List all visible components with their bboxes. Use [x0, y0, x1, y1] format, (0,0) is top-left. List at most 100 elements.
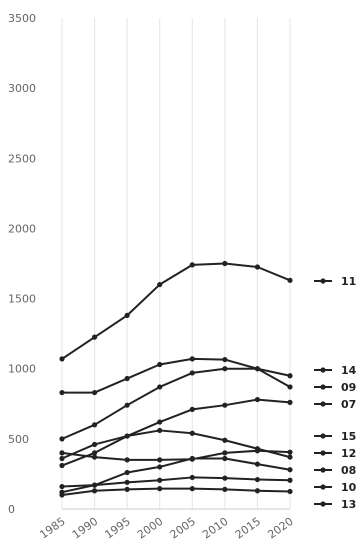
data-point[interactable]: [222, 475, 228, 481]
data-point[interactable]: [124, 479, 130, 485]
data-point[interactable]: [222, 450, 228, 456]
data-point[interactable]: [287, 277, 293, 283]
data-point[interactable]: [222, 437, 228, 443]
data-point[interactable]: [157, 457, 163, 463]
data-point[interactable]: [287, 373, 293, 379]
data-point[interactable]: [91, 454, 98, 460]
data-point[interactable]: [254, 488, 261, 494]
data-point[interactable]: [287, 488, 293, 495]
y-tick-label: 1500: [8, 293, 36, 306]
data-point[interactable]: [222, 356, 228, 363]
data-point[interactable]: [189, 474, 195, 481]
legend-item-12[interactable]: 12: [314, 447, 356, 460]
legend-item-11[interactable]: 11: [314, 275, 356, 288]
legend-item-10[interactable]: 10: [314, 481, 357, 494]
series-line: [61, 476, 291, 488]
grid-lines: [61, 18, 291, 510]
data-point[interactable]: [91, 334, 98, 340]
data-point[interactable]: [124, 402, 130, 408]
data-point[interactable]: [222, 402, 228, 408]
data-point[interactable]: [59, 356, 65, 362]
data-point[interactable]: [59, 455, 65, 462]
data-point[interactable]: [124, 486, 130, 492]
series-07: [59, 396, 293, 469]
legend-item-08[interactable]: 08: [314, 464, 356, 477]
legend-marker: [320, 467, 326, 473]
data-point[interactable]: [254, 448, 261, 454]
data-point[interactable]: [91, 441, 98, 448]
legend-item-15[interactable]: 15: [314, 430, 356, 443]
data-point[interactable]: [287, 477, 293, 483]
data-point[interactable]: [124, 469, 130, 476]
legend-label: 15: [341, 430, 356, 443]
legend-marker: [320, 484, 326, 490]
data-point[interactable]: [287, 399, 293, 405]
data-point[interactable]: [157, 361, 163, 368]
series-line: [61, 457, 291, 494]
data-point[interactable]: [59, 492, 65, 498]
data-point[interactable]: [222, 260, 228, 267]
data-point[interactable]: [124, 433, 130, 439]
data-point[interactable]: [59, 436, 65, 442]
data-point[interactable]: [287, 449, 293, 455]
data-point[interactable]: [124, 312, 130, 319]
data-point[interactable]: [254, 396, 261, 403]
data-point[interactable]: [157, 427, 163, 434]
x-tick-label: 2000: [135, 515, 165, 542]
data-point[interactable]: [222, 455, 228, 462]
data-point[interactable]: [91, 482, 98, 488]
legend-item-07[interactable]: 07: [314, 398, 356, 411]
data-point[interactable]: [157, 464, 163, 470]
data-point[interactable]: [59, 389, 65, 396]
data-point[interactable]: [189, 430, 195, 436]
data-point[interactable]: [157, 384, 163, 390]
data-point[interactable]: [189, 356, 195, 362]
series-lines: [59, 260, 293, 498]
data-point[interactable]: [287, 384, 293, 390]
legend-marker: [320, 450, 326, 456]
legend-item-14[interactable]: 14: [314, 364, 357, 377]
series-09: [59, 366, 293, 442]
data-point[interactable]: [91, 488, 98, 494]
data-point[interactable]: [124, 375, 130, 382]
data-point[interactable]: [59, 450, 65, 456]
series-line: [61, 449, 291, 461]
data-point[interactable]: [59, 462, 65, 469]
data-point[interactable]: [91, 389, 98, 396]
data-point[interactable]: [91, 450, 98, 456]
data-point[interactable]: [287, 454, 293, 460]
legend-item-09[interactable]: 09: [314, 381, 356, 394]
legend-marker: [320, 401, 326, 407]
data-point[interactable]: [254, 366, 261, 372]
series-10: [59, 474, 293, 490]
x-tick-label: 2005: [168, 515, 198, 542]
series-line: [61, 398, 291, 467]
legend-label: 10: [341, 481, 357, 494]
data-point[interactable]: [254, 461, 261, 467]
y-tick-label: 3500: [8, 12, 36, 25]
data-point[interactable]: [287, 467, 293, 473]
data-point[interactable]: [189, 406, 195, 412]
data-point[interactable]: [124, 457, 130, 463]
data-point[interactable]: [254, 476, 261, 483]
data-point[interactable]: [189, 455, 195, 462]
data-point[interactable]: [157, 419, 163, 425]
data-point[interactable]: [254, 264, 261, 270]
data-point[interactable]: [189, 486, 195, 492]
legend-item-13[interactable]: 13: [314, 498, 356, 511]
y-tick-label: 3000: [8, 82, 36, 95]
x-tick-label: 2015: [233, 515, 263, 542]
y-tick-label: 2000: [8, 222, 36, 235]
data-point[interactable]: [222, 486, 228, 492]
data-point[interactable]: [157, 486, 163, 492]
data-point[interactable]: [157, 477, 163, 483]
data-point[interactable]: [59, 483, 65, 490]
data-point[interactable]: [91, 422, 98, 428]
legend-marker: [320, 384, 326, 390]
data-point[interactable]: [189, 370, 195, 376]
legend-label: 11: [341, 275, 356, 288]
data-point[interactable]: [222, 366, 228, 372]
data-point[interactable]: [189, 262, 195, 268]
data-point[interactable]: [157, 281, 163, 288]
legend: 11 14 09 07 15 12 08 10 13: [314, 275, 357, 511]
